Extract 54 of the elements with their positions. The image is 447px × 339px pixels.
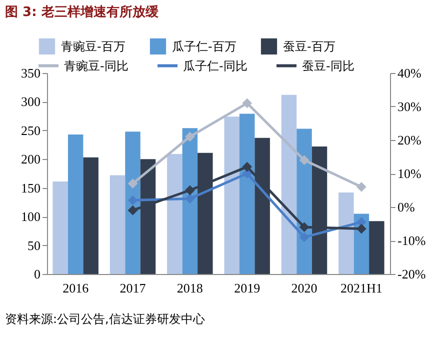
bar: [68, 134, 84, 274]
y2-tick-label: 10%: [398, 166, 422, 181]
y2-tick-label: -10%: [398, 233, 426, 248]
point: [185, 186, 194, 195]
point: [242, 98, 252, 108]
y-tick-label: 50: [28, 238, 40, 253]
text: 资料来源:公司公告,信达证券研发中心: [5, 312, 205, 326]
point: [300, 222, 309, 232]
y-tick-label: 150: [21, 180, 40, 196]
x-tick-label: 2017: [120, 280, 146, 296]
point: [128, 196, 138, 205]
bar: [83, 157, 98, 274]
point: [128, 206, 138, 215]
legend-label: 蚕豆-同比: [302, 58, 354, 73]
x-tick-label: 2018: [176, 280, 203, 296]
point: [128, 179, 138, 188]
legend-label: 瓜子仁-百万: [172, 39, 236, 54]
y2-tick-label: 30%: [398, 99, 422, 114]
y-tick-label: 300: [21, 94, 40, 110]
bar: [338, 192, 354, 274]
y-tick-label: 350: [21, 66, 40, 80]
y2-tick-label: 20%: [398, 132, 422, 148]
y-tick-label: 250: [21, 122, 40, 138]
bar: [224, 116, 240, 274]
y2-tick-label: -20%: [398, 266, 426, 282]
point: [242, 168, 252, 178]
legend-label: 青豌豆-同比: [64, 58, 128, 73]
bar: [167, 154, 182, 274]
point: [185, 194, 194, 204]
point: [356, 224, 366, 234]
legend-label: 蚕豆-百万: [283, 39, 336, 54]
bar: [52, 182, 68, 274]
legend-label: 青豌豆-百万: [61, 39, 126, 54]
bar: [369, 221, 384, 274]
bar: [281, 94, 297, 274]
x-tick-label: 2019: [234, 280, 260, 296]
point: [300, 156, 309, 165]
y-tick-label: 200: [21, 152, 40, 167]
point: [356, 182, 366, 192]
y2-tick-label: 40%: [398, 66, 422, 80]
x-tick-label: 2020: [291, 280, 318, 296]
y2-tick-label: 0%: [398, 200, 415, 214]
y-tick-label: 100: [21, 209, 40, 224]
chart-title: 图 3: 老三样增速有所放缓: [5, 4, 160, 20]
x-tick-label: 2021H1: [340, 280, 382, 296]
point: [242, 162, 252, 172]
point: [185, 132, 194, 142]
x-tick-label: 2016: [62, 280, 90, 296]
point: [300, 232, 309, 242]
legend-label: 瓜子仁-同比: [183, 58, 248, 73]
bar: [239, 114, 255, 274]
y-tick-label: 0: [34, 266, 40, 282]
bar: [125, 132, 140, 274]
bar: [110, 175, 126, 274]
